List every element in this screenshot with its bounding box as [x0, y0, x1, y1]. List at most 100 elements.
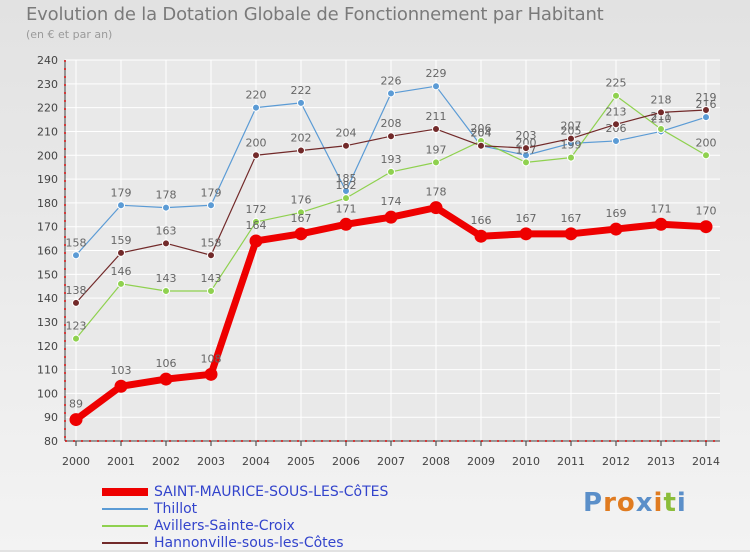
data-point-2: [567, 153, 575, 162]
data-label-1: 206: [606, 122, 627, 135]
data-label-0: 166: [471, 214, 492, 227]
logo-letter: P: [583, 488, 604, 518]
x-tick-label: 2004: [242, 455, 270, 468]
data-label-0: 167: [291, 212, 312, 225]
data-point-0: [249, 234, 263, 248]
data-label-3: 204: [471, 127, 492, 140]
y-tick-label: 110: [37, 364, 58, 377]
data-point-2: [117, 279, 125, 288]
data-point-0: [69, 413, 83, 427]
data-point-1: [117, 201, 125, 210]
data-label-1: 179: [111, 186, 132, 199]
data-point-1: [162, 203, 170, 212]
data-label-2: 172: [246, 203, 267, 216]
data-label-1: 222: [291, 84, 312, 97]
x-tick-label: 2000: [62, 455, 90, 468]
y-tick-label: 90: [44, 411, 58, 424]
data-label-0: 164: [246, 219, 267, 232]
data-label-0: 171: [651, 202, 672, 215]
data-point-2: [162, 286, 170, 295]
x-tick-label: 2001: [107, 455, 135, 468]
legend-swatch: [102, 525, 148, 527]
x-tick-label: 2010: [512, 455, 540, 468]
logo-letter: t: [663, 488, 677, 518]
y-tick-label: 80: [44, 435, 58, 448]
data-point-2: [702, 151, 710, 160]
data-point-1: [297, 98, 305, 107]
data-point-2: [207, 286, 215, 295]
data-label-0: 167: [561, 212, 582, 225]
data-point-3: [297, 146, 305, 155]
logo-letter: o: [616, 488, 636, 518]
data-point-3: [702, 106, 710, 115]
data-point-2: [612, 91, 620, 100]
data-label-2: 200: [696, 136, 717, 149]
logo-letter: i: [676, 488, 687, 518]
y-tick-label: 120: [37, 340, 58, 353]
data-point-0: [384, 210, 398, 224]
data-label-0: 108: [201, 352, 222, 365]
data-label-2: 143: [201, 272, 222, 285]
data-label-0: 178: [426, 186, 447, 199]
data-point-0: [474, 229, 488, 243]
data-label-0: 167: [516, 212, 537, 225]
data-point-1: [252, 103, 260, 112]
data-label-2: 182: [336, 179, 357, 192]
data-point-2: [432, 158, 440, 167]
data-point-0: [609, 222, 623, 236]
data-point-2: [657, 125, 665, 134]
data-point-3: [612, 120, 620, 129]
data-point-0: [114, 379, 128, 393]
legend-label: Hannonville-sous-les-Côtes: [154, 535, 344, 551]
data-point-3: [162, 239, 170, 248]
data-label-1: 178: [156, 189, 177, 202]
x-tick-label: 2013: [647, 455, 675, 468]
legend-label: SAINT-MAURICE-SOUS-LES-CôTES: [154, 484, 389, 500]
y-tick-label: 130: [37, 316, 58, 329]
data-label-3: 138: [66, 284, 87, 297]
data-point-2: [387, 167, 395, 176]
data-label-0: 174: [381, 195, 402, 208]
y-tick-label: 180: [37, 197, 58, 210]
data-point-1: [207, 201, 215, 210]
y-tick-label: 220: [37, 102, 58, 115]
data-label-1: 200: [516, 136, 537, 149]
data-label-0: 89: [69, 398, 83, 411]
data-label-0: 169: [606, 207, 627, 220]
data-point-3: [522, 144, 530, 153]
data-label-3: 163: [156, 224, 177, 237]
data-point-3: [117, 248, 125, 257]
data-label-1: 158: [66, 236, 87, 249]
data-point-2: [342, 194, 350, 203]
data-label-3: 211: [426, 110, 447, 123]
data-label-2: 176: [291, 193, 312, 206]
data-label-3: 159: [111, 234, 132, 247]
data-point-0: [294, 227, 308, 241]
data-point-0: [159, 372, 173, 386]
line-chart: 8090100110120130140150160170180190200210…: [37, 54, 720, 468]
data-point-0: [429, 201, 443, 215]
data-point-2: [297, 208, 305, 217]
logo-letter: i: [653, 488, 664, 518]
data-point-1: [702, 113, 710, 122]
data-point-0: [339, 217, 353, 231]
y-tick-label: 210: [37, 125, 58, 138]
y-tick-label: 150: [37, 268, 58, 281]
data-point-3: [387, 132, 395, 141]
x-tick-label: 2006: [332, 455, 360, 468]
data-point-3: [432, 125, 440, 134]
data-point-0: [699, 220, 713, 234]
data-label-2: 193: [381, 153, 402, 166]
data-label-0: 103: [111, 364, 132, 377]
y-tick-label: 160: [37, 245, 58, 258]
y-tick-label: 240: [37, 54, 58, 67]
logo-letter: x: [635, 488, 654, 518]
data-point-0: [654, 217, 668, 231]
data-label-1: 229: [426, 67, 447, 80]
x-tick-label: 2014: [692, 455, 720, 468]
data-label-0: 170: [696, 205, 717, 218]
data-label-1: 210: [651, 112, 672, 125]
data-label-2: 123: [66, 320, 87, 333]
data-point-3: [477, 141, 485, 150]
y-tick-label: 230: [37, 78, 58, 91]
